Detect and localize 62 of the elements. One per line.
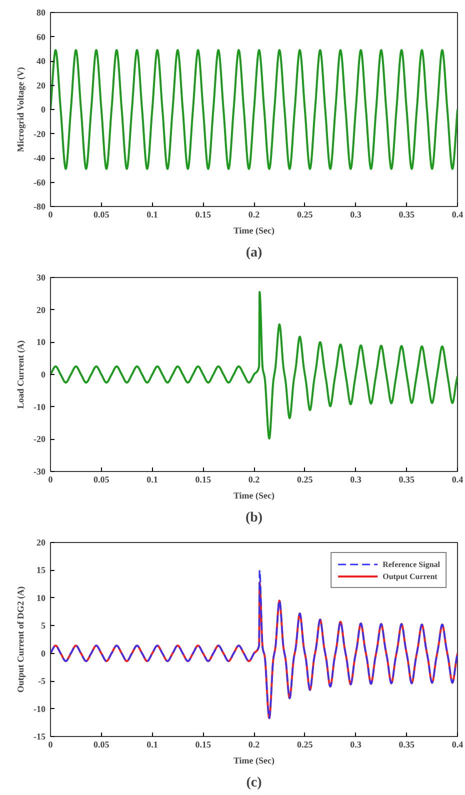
y-tick-label: -10 xyxy=(34,704,46,714)
text: (c) xyxy=(246,776,262,790)
y-tick-label: 10 xyxy=(36,592,46,603)
x-tick-label: 0.35 xyxy=(398,740,415,750)
x-tick-label: 0.15 xyxy=(195,740,212,750)
x-tick-label: 0.15 xyxy=(195,474,212,484)
x-tick-label: 0.05 xyxy=(94,474,110,484)
y-tick-label: 15 xyxy=(36,565,46,576)
legend-label: Reference Signal xyxy=(382,559,440,569)
x-tick-label: 0.1 xyxy=(146,474,158,484)
y-tick-label: 10 xyxy=(36,337,46,348)
x-tick-label: 0.3 xyxy=(350,474,362,484)
x-tick-label: 0.4 xyxy=(452,210,464,220)
y-tick-label: -30 xyxy=(34,466,46,476)
x-tick-label: 0.05 xyxy=(94,740,110,750)
x-tick-label: 0.25 xyxy=(297,474,314,484)
y-axis-title: Microgrid Voltage (V) xyxy=(16,67,26,152)
y-tick-label: 40 xyxy=(36,56,46,66)
x-tick-label: 0.35 xyxy=(398,474,415,484)
x-tick-label: 0.3 xyxy=(350,740,362,750)
y-axis-title: Load Current (A) xyxy=(16,340,26,409)
x-tick-label: 0.1 xyxy=(146,740,158,750)
y-tick-label: -80 xyxy=(34,202,46,212)
y-tick-label: 5 xyxy=(41,620,46,631)
x-axis-title: Time (Sec) xyxy=(233,226,275,236)
y-tick-label: -20 xyxy=(34,434,46,444)
legend-label: Output Current xyxy=(382,571,438,581)
x-tick-label: 0.35 xyxy=(398,210,415,220)
x-tick-label: 0.25 xyxy=(297,740,314,750)
y-tick-label: -15 xyxy=(34,732,46,742)
y-tick-label: 20 xyxy=(36,538,46,548)
x-tick-label: 0.3 xyxy=(350,210,362,220)
x-axis-title: Time (Sec) xyxy=(233,756,275,766)
x-axis-title: Time (Sec) xyxy=(233,490,275,500)
y-axis-title: Output Current of DG2 (A) xyxy=(16,586,26,693)
x-tick-label: 0 xyxy=(48,474,54,484)
x-tick-label: 0 xyxy=(48,210,54,220)
y-tick-label: 30 xyxy=(36,272,46,282)
y-tick-label: 60 xyxy=(36,32,46,42)
y-tick-label: 20 xyxy=(36,80,46,90)
x-tick-label: 0.2 xyxy=(248,474,260,484)
y-tick-label: 0 xyxy=(41,104,46,114)
y-tick-label: 0 xyxy=(41,370,46,380)
y-tick-label: -10 xyxy=(34,402,46,412)
x-tick-label: 0.4 xyxy=(452,474,464,484)
x-tick-label: 0.15 xyxy=(195,210,212,220)
x-tick-label: 0.2 xyxy=(248,210,260,220)
x-tick-label: 0.1 xyxy=(146,210,158,220)
y-tick-label: -20 xyxy=(34,128,46,139)
text: (a) xyxy=(246,246,262,260)
y-tick-label: 80 xyxy=(36,8,46,18)
text: (b) xyxy=(245,510,263,526)
y-tick-label: -60 xyxy=(34,177,46,188)
x-tick-label: 0.2 xyxy=(248,740,260,750)
y-tick-label: 20 xyxy=(36,304,46,315)
y-tick-label: -40 xyxy=(34,153,46,163)
x-tick-label: 0.4 xyxy=(452,740,464,750)
x-tick-label: 0 xyxy=(48,740,54,750)
y-tick-label: -5 xyxy=(38,676,46,686)
y-tick-label: 0 xyxy=(41,648,46,658)
x-tick-label: 0.25 xyxy=(297,210,314,220)
x-tick-label: 0.05 xyxy=(94,210,110,220)
